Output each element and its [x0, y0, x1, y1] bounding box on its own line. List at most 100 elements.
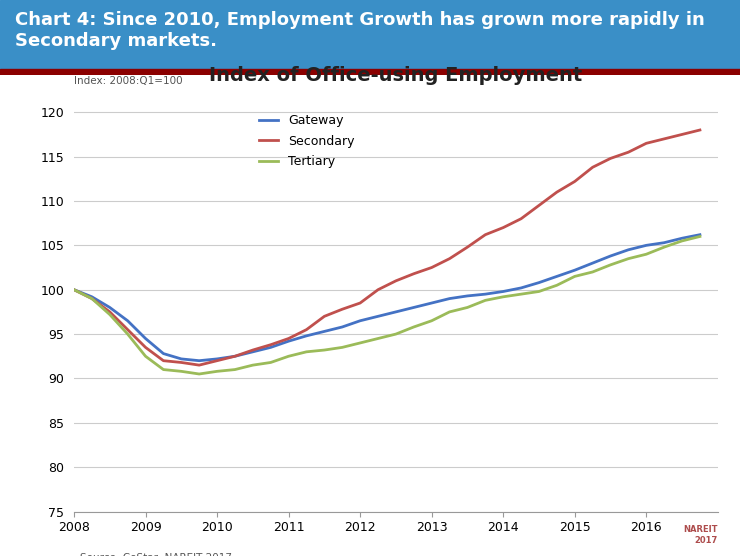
Secondary	[571, 178, 579, 185]
Gateway	[105, 304, 114, 311]
Tertiary	[463, 304, 472, 311]
Tertiary	[337, 344, 346, 351]
Tertiary	[177, 368, 186, 375]
Secondary	[517, 215, 525, 222]
Tertiary	[230, 366, 239, 373]
Line: Secondary: Secondary	[74, 130, 700, 365]
Gateway	[374, 313, 383, 320]
Tertiary	[571, 273, 579, 280]
Tertiary	[374, 335, 383, 342]
Tertiary	[105, 311, 114, 318]
Legend: Gateway, Secondary, Tertiary: Gateway, Secondary, Tertiary	[254, 109, 360, 173]
Tertiary	[159, 366, 168, 373]
Tertiary	[445, 309, 454, 315]
Gateway	[284, 338, 293, 345]
Gateway	[499, 288, 508, 295]
Secondary	[427, 264, 436, 271]
Tertiary	[266, 359, 275, 366]
Secondary	[159, 358, 168, 364]
Tertiary	[249, 362, 258, 369]
Tertiary	[427, 317, 436, 324]
Gateway	[678, 235, 687, 242]
Bar	[0, 69, 740, 75]
Gateway	[123, 317, 132, 324]
Secondary	[534, 202, 543, 208]
Secondary	[249, 347, 258, 354]
Tertiary	[642, 251, 650, 257]
Gateway	[230, 353, 239, 360]
Secondary	[302, 326, 311, 333]
Gateway	[534, 279, 543, 286]
Secondary	[320, 313, 329, 320]
Tertiary	[606, 261, 615, 268]
Gateway	[624, 246, 633, 253]
Gateway	[481, 291, 490, 297]
Gateway	[195, 358, 204, 364]
Secondary	[212, 358, 221, 364]
Gateway	[337, 324, 346, 330]
Title: Index of Office-using Employment: Index of Office-using Employment	[209, 66, 582, 85]
Tertiary	[320, 347, 329, 354]
Secondary	[141, 344, 150, 351]
Secondary	[266, 341, 275, 348]
Gateway	[463, 292, 472, 299]
Secondary	[659, 136, 668, 142]
Secondary	[445, 255, 454, 262]
Tertiary	[195, 371, 204, 378]
Secondary	[374, 286, 383, 293]
Tertiary	[70, 286, 78, 293]
Gateway	[588, 260, 597, 266]
Tertiary	[678, 237, 687, 244]
Text: Index: 2008:Q1=100: Index: 2008:Q1=100	[74, 76, 183, 86]
Tertiary	[624, 255, 633, 262]
Secondary	[409, 270, 418, 277]
Line: Tertiary: Tertiary	[74, 236, 700, 374]
Tertiary	[481, 297, 490, 304]
Gateway	[177, 356, 186, 363]
Secondary	[391, 277, 400, 284]
Secondary	[70, 286, 78, 293]
Secondary	[642, 140, 650, 147]
Gateway	[427, 300, 436, 306]
Tertiary	[302, 349, 311, 355]
Tertiary	[284, 353, 293, 360]
Gateway	[266, 344, 275, 351]
Tertiary	[409, 324, 418, 330]
Gateway	[606, 252, 615, 259]
Tertiary	[534, 288, 543, 295]
Gateway	[409, 304, 418, 311]
Tertiary	[499, 294, 508, 300]
Secondary	[356, 300, 365, 306]
Secondary	[481, 231, 490, 238]
Text: NAREIT
2017: NAREIT 2017	[683, 525, 718, 545]
Tertiary	[696, 233, 704, 240]
Secondary	[230, 353, 239, 360]
Secondary	[105, 309, 114, 315]
Gateway	[249, 349, 258, 355]
Gateway	[696, 231, 704, 238]
Secondary	[678, 131, 687, 138]
Tertiary	[552, 282, 561, 289]
Gateway	[445, 295, 454, 302]
Tertiary	[356, 340, 365, 346]
Gateway	[320, 328, 329, 335]
Text: Source: CoStar, NAREIT 2017: Source: CoStar, NAREIT 2017	[81, 553, 232, 556]
Gateway	[159, 350, 168, 357]
Secondary	[606, 155, 615, 162]
Secondary	[696, 127, 704, 133]
Tertiary	[588, 269, 597, 275]
Secondary	[123, 326, 132, 333]
Tertiary	[212, 368, 221, 375]
Secondary	[177, 359, 186, 366]
Gateway	[302, 332, 311, 339]
Tertiary	[391, 331, 400, 337]
Gateway	[571, 267, 579, 274]
Tertiary	[123, 331, 132, 337]
Secondary	[195, 362, 204, 369]
Text: Chart 4: Since 2010, Employment Growth has grown more rapidly in Secondary marke: Chart 4: Since 2010, Employment Growth h…	[15, 11, 704, 50]
Gateway	[517, 285, 525, 291]
Gateway	[212, 356, 221, 363]
Gateway	[70, 286, 78, 293]
Secondary	[337, 306, 346, 312]
Secondary	[499, 224, 508, 231]
